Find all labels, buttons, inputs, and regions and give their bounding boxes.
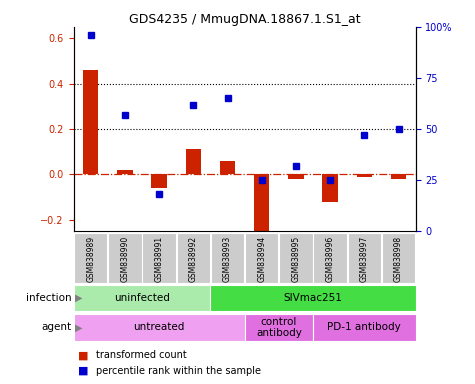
Bar [323,174,338,202]
Bar [186,149,201,174]
Text: GSM838993: GSM838993 [223,236,232,282]
Text: uninfected: uninfected [114,293,170,303]
Text: infection: infection [26,293,71,303]
Bar [83,70,98,174]
Text: GSM838995: GSM838995 [292,236,300,282]
Text: SIVmac251: SIVmac251 [284,293,342,303]
Bar [177,233,210,283]
Text: GSM838994: GSM838994 [257,236,266,282]
Bar [288,174,304,179]
Bar [245,313,313,341]
Bar [210,285,416,311]
Bar [391,174,406,179]
Text: transformed count: transformed count [96,350,187,360]
Bar [245,233,278,283]
Bar [108,233,142,283]
Text: percentile rank within the sample: percentile rank within the sample [96,366,261,376]
Bar [357,174,372,177]
Text: ▶: ▶ [75,293,82,303]
Text: untreated: untreated [133,322,185,333]
Text: ▶: ▶ [75,322,82,333]
Bar [74,233,107,283]
Text: control
antibody: control antibody [256,316,302,338]
Text: GSM838996: GSM838996 [326,236,334,282]
Bar [314,233,347,283]
Text: GSM838990: GSM838990 [121,236,129,282]
Bar [348,233,381,283]
Text: GSM838992: GSM838992 [189,236,198,282]
Text: ■: ■ [78,366,89,376]
Bar [74,285,210,311]
Text: PD-1 antibody: PD-1 antibody [327,322,401,333]
Bar [142,233,176,283]
Text: GSM838998: GSM838998 [394,236,403,282]
Bar [152,174,167,188]
Bar [313,313,416,341]
Text: GSM838989: GSM838989 [86,236,95,282]
Bar [254,174,269,236]
Bar [382,233,415,283]
Text: ■: ■ [78,350,89,360]
Bar [220,161,235,174]
Text: GSM838991: GSM838991 [155,236,163,282]
Bar [74,313,245,341]
Bar [211,233,244,283]
Bar [117,170,133,174]
Title: GDS4235 / MmugDNA.18867.1.S1_at: GDS4235 / MmugDNA.18867.1.S1_at [129,13,361,26]
Bar [279,233,313,283]
Text: agent: agent [41,322,71,333]
Text: GSM838997: GSM838997 [360,236,369,282]
